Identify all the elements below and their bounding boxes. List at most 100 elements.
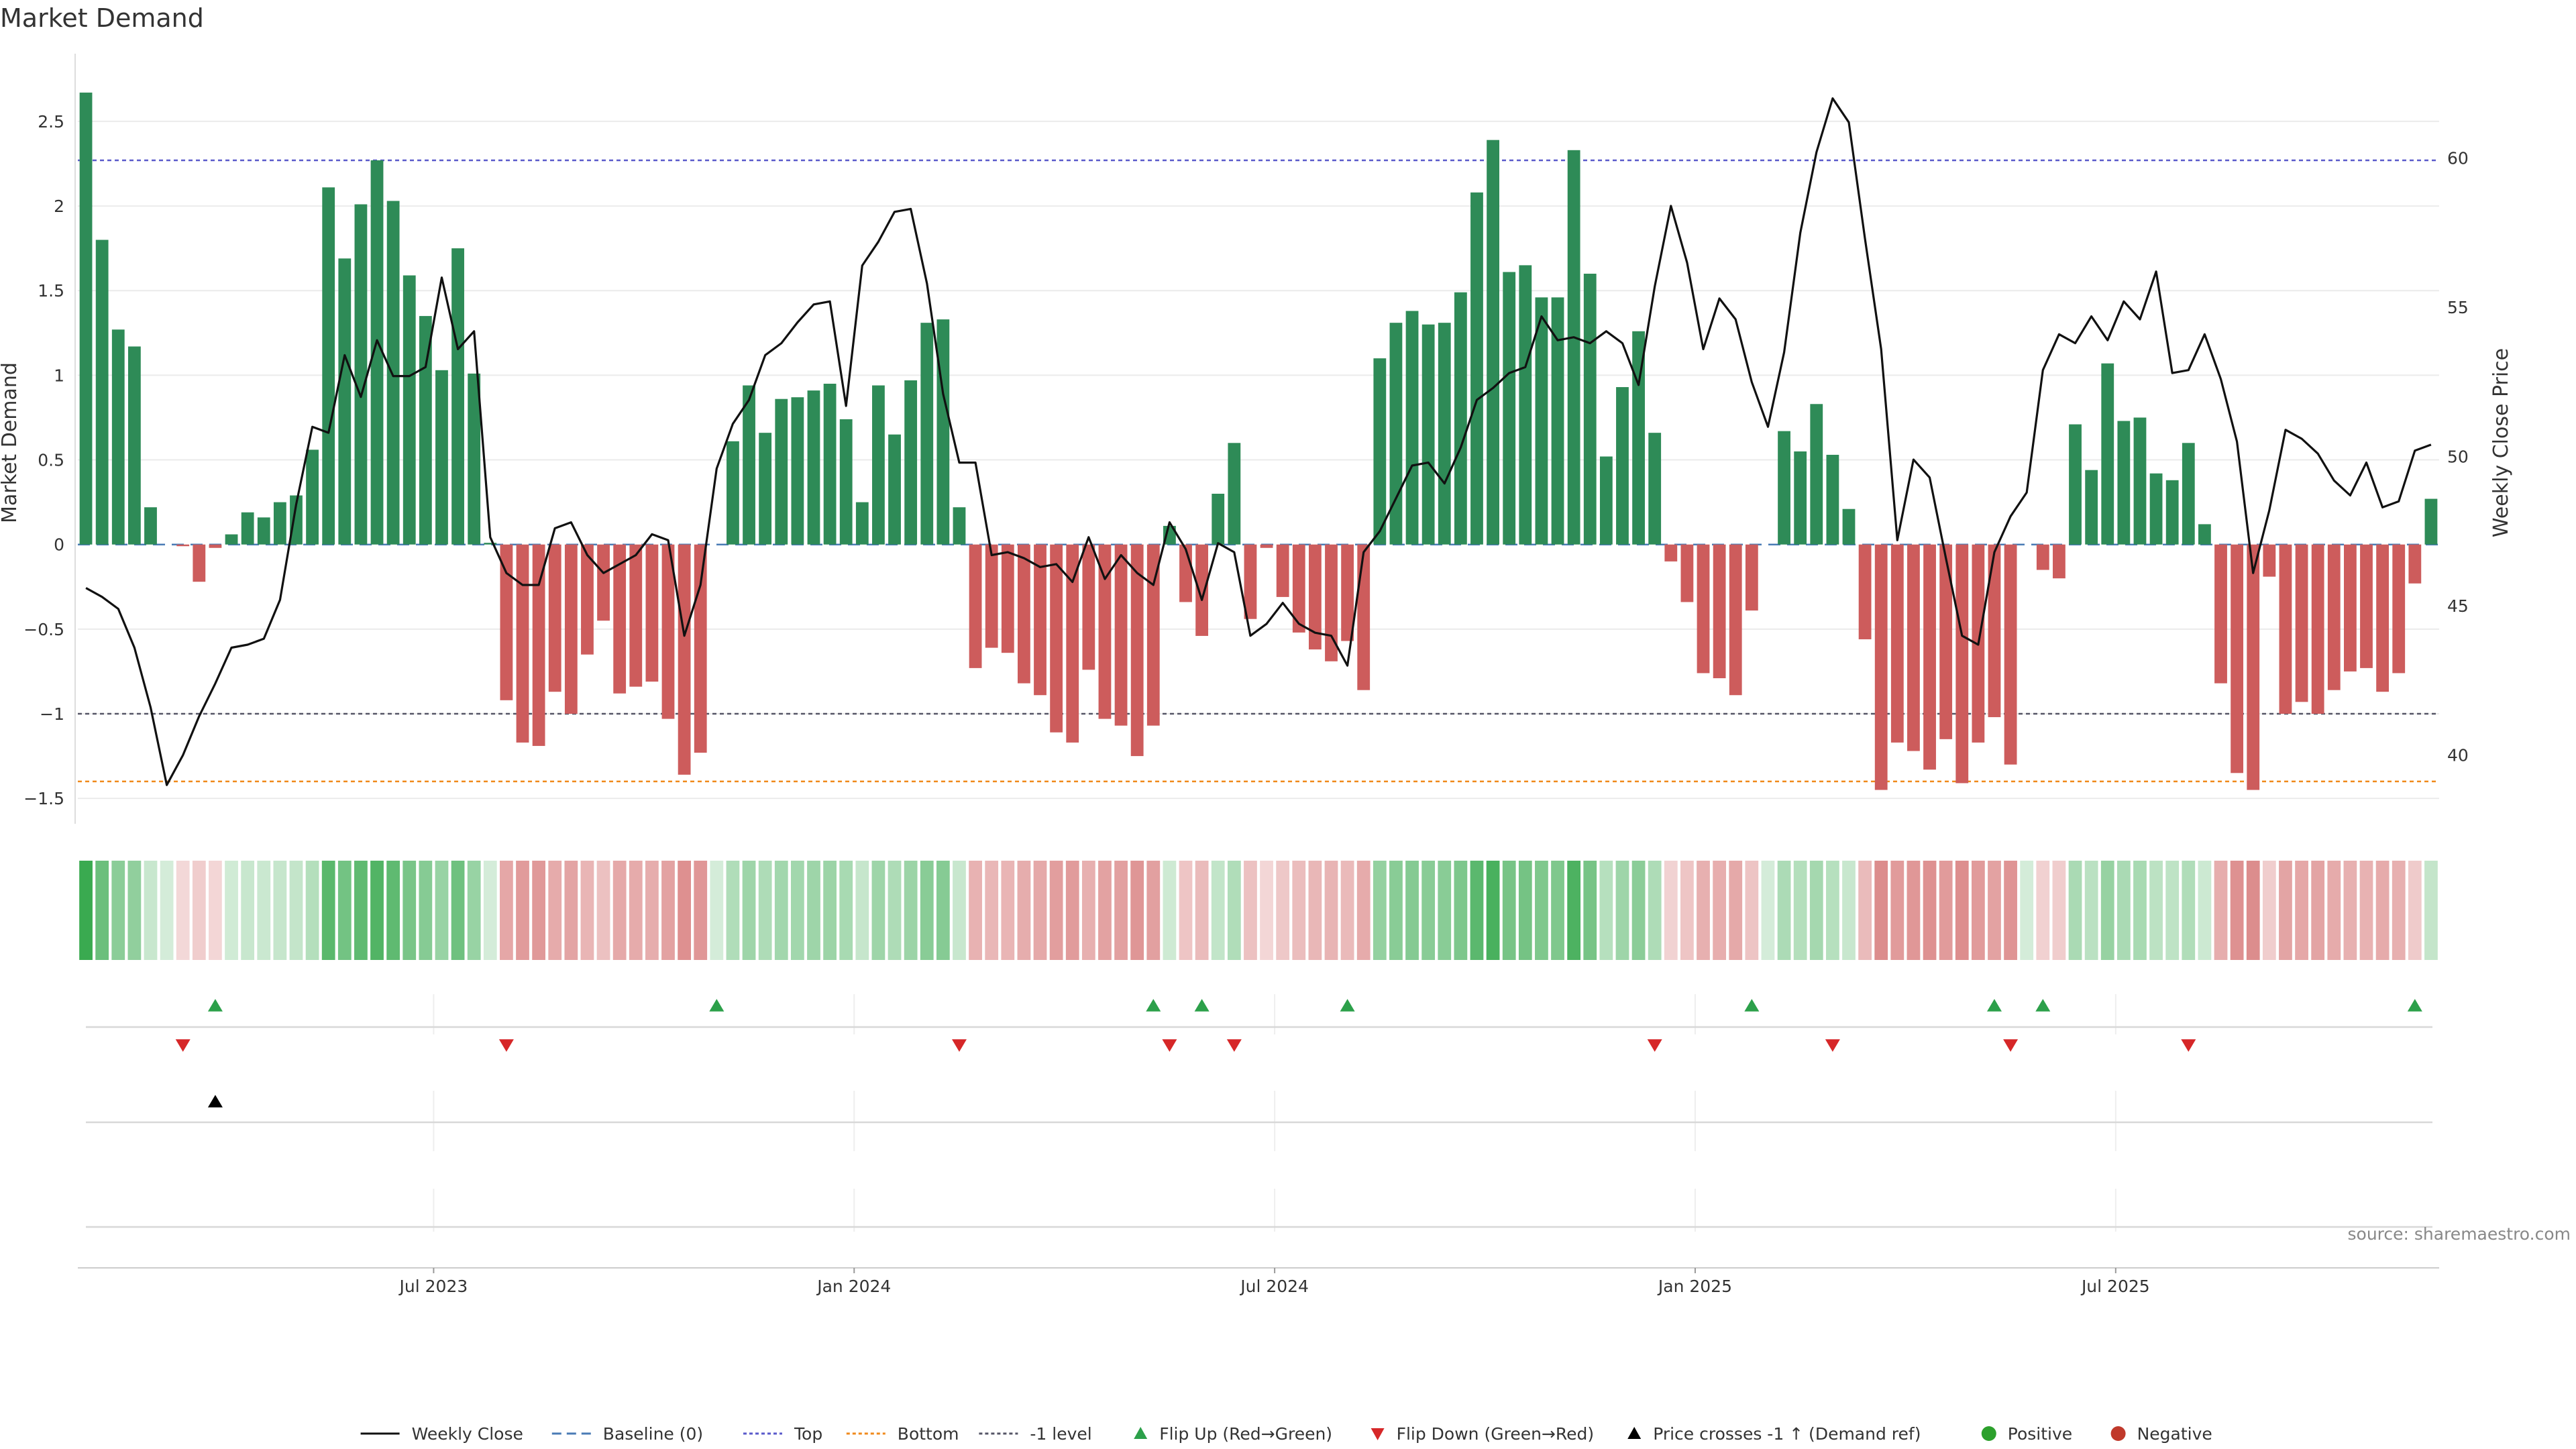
heat-cell [920, 861, 934, 960]
demand-bar [338, 258, 352, 545]
demand-bar [694, 544, 707, 753]
demand-bar [1066, 544, 1079, 743]
demand-bar [1244, 544, 1257, 619]
demand-bar [1325, 544, 1338, 661]
demand-bar [500, 544, 513, 700]
heat-cell [225, 861, 238, 960]
legend-swatch [2110, 1426, 2126, 1441]
demand-bar [2133, 417, 2147, 545]
demand-bar [144, 507, 157, 545]
heat-cell [1907, 861, 1921, 960]
heat-cell [1146, 861, 1161, 960]
heat-cell [548, 861, 562, 960]
heat-cell [1292, 861, 1306, 960]
demand-bar [2101, 363, 2114, 545]
heat-cell [904, 861, 918, 960]
heat-cell [2052, 861, 2066, 960]
heat-cell [273, 861, 287, 960]
demand-bar [823, 384, 837, 545]
heat-cell [1955, 861, 1969, 960]
heat-cell [1049, 861, 1063, 960]
demand-bar [1421, 324, 1435, 545]
legend-label: Baseline (0) [603, 1424, 703, 1444]
demand-bar [1664, 544, 1678, 561]
heat-cell [1826, 861, 1839, 960]
heat-cell [419, 861, 433, 960]
heat-cell [564, 861, 578, 960]
demand-bar [127, 346, 141, 545]
demand-bar [1228, 443, 1241, 545]
legend-label: -1 level [1030, 1424, 1091, 1444]
heat-cell [1761, 861, 1775, 960]
flip-up-marker [1340, 999, 1355, 1012]
demand-bar [1050, 544, 1063, 733]
heat-cell [241, 861, 255, 960]
demand-bar [2424, 498, 2438, 545]
heat-cell [1227, 861, 1241, 960]
heat-cell [1680, 861, 1694, 960]
demand-bar [1438, 323, 1451, 545]
heat-cell [2149, 861, 2163, 960]
demand-bar [1519, 265, 1532, 545]
heat-cell [386, 861, 400, 960]
flip-down-marker [175, 1039, 191, 1052]
heat-cell [790, 861, 804, 960]
demand-bar [468, 373, 481, 545]
heat-cell [451, 861, 465, 960]
y-tick-label: 0.5 [38, 451, 64, 470]
heat-cell [2036, 861, 2050, 960]
heat-cell [176, 861, 190, 960]
demand-bar [613, 544, 627, 694]
demand-bar [2295, 544, 2308, 702]
heat-cell [402, 861, 417, 960]
flip-down-marker [1825, 1039, 1840, 1052]
demand-bar [193, 544, 206, 582]
demand-bar [1988, 544, 2001, 718]
demand-bar [1179, 544, 1192, 602]
heat-cell [1017, 861, 1031, 960]
demand-bar [241, 512, 254, 545]
heat-cell [516, 861, 529, 960]
heat-cell [774, 861, 788, 960]
demand-bar [2247, 544, 2260, 790]
heat-cell [209, 861, 222, 960]
flip-up-marker [207, 999, 223, 1012]
demand-bar [2376, 544, 2390, 692]
demand-bar [872, 385, 885, 545]
heat-cell [612, 861, 627, 960]
demand-bar [1826, 454, 1839, 545]
legend-label: Flip Down (Green→Red) [1397, 1424, 1595, 1444]
heat-cell [1567, 861, 1581, 960]
heat-cell [596, 861, 610, 960]
heat-cell [79, 861, 93, 960]
demand-bar [1939, 544, 1953, 739]
demand-bar [1535, 297, 1548, 545]
heat-cell [1971, 861, 1985, 960]
flip-up-marker [1194, 999, 1210, 1012]
reference-lines [78, 159, 2439, 783]
y2-axis-ticks: 60 55 50 45 40 [2447, 149, 2469, 765]
demand-bar [1858, 544, 1872, 639]
heat-cell [580, 861, 594, 960]
heat-cell [1858, 861, 1872, 960]
demand-bar [1034, 544, 1046, 696]
heat-cell [1793, 861, 1807, 960]
heat-cell [2262, 861, 2276, 960]
x-axis-ticks: Jul 2023 Jan 2024 Jul 2024 Jan 2025 Jul 2025 [78, 1267, 2439, 1296]
y2-tick-label: 50 [2447, 447, 2469, 467]
demand-bar [1146, 544, 1160, 726]
demand-bar [1454, 292, 1467, 545]
legend-label: Negative [2137, 1424, 2212, 1444]
heat-cell [1745, 861, 1759, 960]
demand-bar [2311, 544, 2324, 714]
heat-cell [2182, 861, 2196, 960]
heat-cell [969, 861, 982, 960]
demand-bar [661, 544, 675, 719]
demand-bar [2360, 544, 2373, 668]
demand-bar [532, 544, 545, 746]
heat-cell [354, 861, 368, 960]
demand-bar [2198, 524, 2211, 545]
demand-bar [354, 204, 368, 545]
heat-cell [936, 861, 950, 960]
demand-bar [2231, 544, 2244, 773]
